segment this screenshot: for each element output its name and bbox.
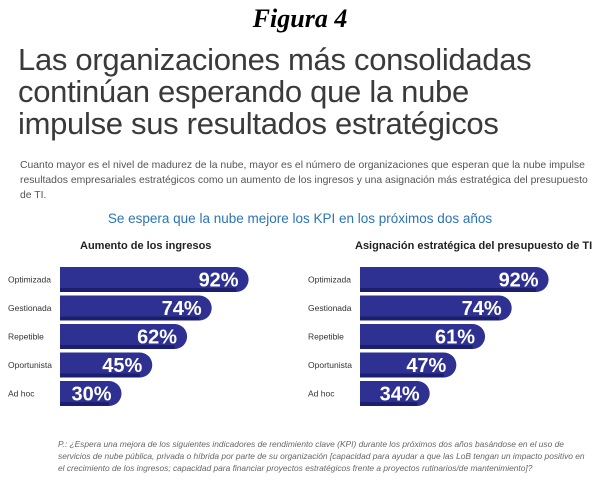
- revenue-bar-chart: Optimizada 92% Gestionada 74% Repetible 62% Op…: [8, 267, 249, 406]
- revenue-bar-shade: [60, 345, 175, 349]
- revenue-bar: [60, 267, 249, 292]
- revenue-bar: [60, 352, 153, 378]
- value-label: 74%: [462, 298, 502, 320]
- value-label: 45%: [102, 355, 142, 377]
- chart-subtitle: Se espera que la nube mejore los KPI en …: [107, 211, 493, 226]
- headline-line: continúan esperando que la nube: [18, 74, 469, 109]
- category-label: Oportunista: [308, 360, 352, 370]
- value-label: 61%: [435, 327, 475, 349]
- chart-title-budget: Asignación estratégica del presupuesto d…: [355, 240, 593, 252]
- headline-line: Las organizaciones más consolidadas: [18, 42, 532, 77]
- budget-bar: [360, 381, 430, 406]
- category-label: Optimizada: [8, 275, 51, 285]
- category-label: Oportunista: [8, 360, 52, 370]
- revenue-bar-shade: [60, 288, 237, 292]
- value-label: 92%: [499, 270, 539, 292]
- headline-line: impulse sus resultados estratégicos: [18, 106, 499, 141]
- category-label: Optimizada: [308, 275, 351, 285]
- category-label: Repetible: [8, 332, 44, 342]
- page-headline: Las organizaciones más consolidadas cont…: [18, 44, 593, 140]
- revenue-bar: [60, 381, 122, 406]
- budget-bar: [360, 295, 512, 321]
- category-label: Ad hoc: [308, 389, 335, 399]
- category-label: Repetible: [308, 332, 344, 342]
- budget-bar-chart: Optimizada 92% Gestionada 74% Repetible 61% Op…: [308, 267, 549, 406]
- revenue-bar: [60, 324, 188, 349]
- value-label: 74%: [162, 298, 202, 320]
- category-label: Gestionada: [8, 303, 52, 313]
- figure-label: Figura 4: [252, 4, 348, 33]
- value-label: 92%: [199, 270, 239, 292]
- budget-bar: [360, 267, 549, 292]
- budget-bar: [360, 324, 486, 349]
- budget-bar: [360, 352, 457, 378]
- budget-bar-shade: [360, 316, 500, 321]
- revenue-bar-shade: [60, 402, 109, 406]
- budget-bar-shade: [360, 345, 473, 349]
- value-label: 34%: [380, 384, 420, 406]
- category-label: Ad hoc: [8, 389, 35, 399]
- budget-bar-shade: [360, 373, 444, 378]
- intro-text: Cuanto mayor es el nivel de madurez de l…: [20, 160, 588, 201]
- budget-bar-shade: [360, 288, 537, 292]
- category-label: Gestionada: [308, 303, 352, 313]
- revenue-bar: [60, 295, 212, 321]
- budget-bar-shade: [360, 402, 418, 406]
- revenue-bar-shade: [60, 373, 140, 378]
- value-label: 62%: [137, 327, 177, 349]
- survey-footnote: P.: ¿Espera una mejora de los siguientes…: [58, 439, 585, 473]
- chart-title-revenue: Aumento de los ingresos: [80, 240, 212, 252]
- revenue-bar-shade: [60, 316, 200, 321]
- value-label: 47%: [406, 355, 446, 377]
- value-label: 30%: [71, 384, 111, 406]
